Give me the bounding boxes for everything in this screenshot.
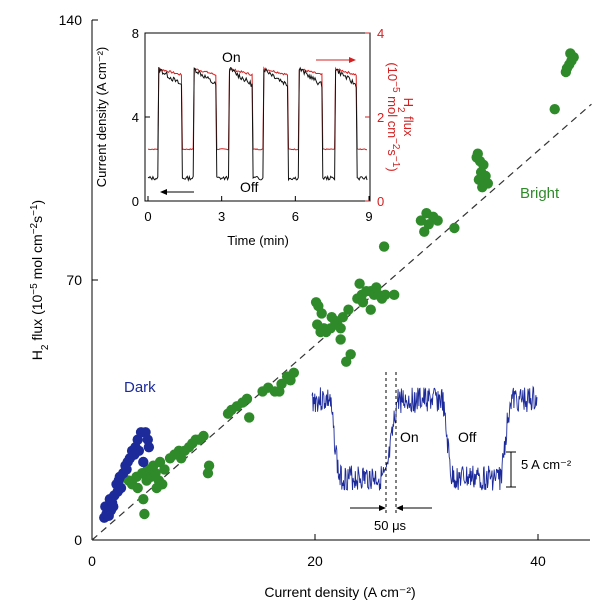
bright-point [159,464,170,475]
bright-point [343,304,354,315]
main-y-tick-label: 70 [66,272,82,288]
bright-point [378,241,390,252]
inset-x-tick-label: 6 [292,209,299,224]
main-y-label: H2 flux (10−5 mol cm−2s−1) [29,200,51,360]
bright-point [151,482,162,494]
dark-point [114,471,126,483]
bright-point [357,297,369,308]
scope-scale-label: 5 A cm⁻² [521,457,572,472]
bright-point [139,508,150,520]
inset-x-label: Time (min) [227,233,289,248]
bright-point [371,282,382,293]
inset-x-tick-label: 9 [365,209,372,224]
main-x-label: Current density (A cm⁻²) [264,584,415,600]
oscilloscope-inset [311,385,538,491]
bright-point [274,386,285,397]
bright-point [176,453,187,464]
inset-on-label: On [222,49,241,65]
bright-point [354,278,365,289]
bright-point [473,174,485,185]
dark-point [115,482,127,494]
inset-left-tick-label: 8 [132,26,139,41]
bright-point [568,51,579,63]
bright-point [482,178,494,189]
bright-point [561,63,573,74]
dark-point [107,501,119,512]
bright-point [326,311,337,323]
inset-left-y-label: Current density (A cm⁻²) [94,47,109,188]
bright-point [380,289,391,301]
inset-x-tick-label: 0 [144,209,151,224]
bright-point [345,349,356,360]
scope-time-label: 50 μs [374,518,407,533]
inset-left-tick-label: 0 [132,194,139,209]
inset-right-y-label-line1: H2 flux [396,98,417,137]
bright-point [335,323,346,334]
dark-point [121,464,132,475]
bright-point [388,289,400,301]
bright-point [202,467,214,479]
inset-right-tick-label: 4 [377,26,384,41]
inset-right-y-label-line2: (10−5 mol cm−2s−1) [385,62,402,171]
bright-point [549,103,560,115]
bright-point [432,215,443,226]
bright-point [335,334,346,345]
oscilloscope-trace [311,385,538,491]
bright-point [138,493,149,505]
inset-lines [147,66,368,182]
bright-point [198,430,209,442]
left-arrow [160,189,194,195]
scope-scale-bar [506,451,516,488]
current-density-line [147,66,368,182]
dark-annotation: Dark [124,379,156,396]
dark-point [143,441,155,453]
scope-on-label: On [400,429,419,445]
bright-point [285,375,296,386]
fit-line-path [91,103,592,541]
scope-off-label: Off [458,429,477,445]
main-x-tick-label: 40 [530,553,546,569]
bright-point [472,148,483,159]
fit-line [91,103,592,541]
main-x-tick-label: 0 [88,553,96,569]
inset-right-tick-label: 0 [377,194,384,209]
bright-point [244,412,255,423]
main-y-tick-label: 140 [59,12,83,28]
bright-point [337,311,349,323]
bright-annotation: Bright [520,185,560,202]
inset-off-label: Off [240,179,259,195]
scope-time-marker [350,372,432,516]
main-points [99,48,579,523]
inset-x-tick-label: 3 [218,209,225,224]
main-y-tick-label: 0 [74,532,82,548]
inset-left-tick-label: 4 [132,110,139,125]
bright-point [316,308,327,319]
inset-frame [144,32,371,202]
dark-point [133,445,145,457]
bright-point [449,222,460,234]
bright-point [419,226,430,237]
bright-point [132,482,143,494]
main-x-tick-label: 20 [307,553,323,569]
right-arrow [316,57,356,63]
h2-flux-line [147,66,368,151]
bright-point [365,304,376,315]
bright-point [241,393,253,405]
bright-point [315,326,326,338]
dark-point [138,456,149,468]
inset-right-tick-label: 2 [377,110,384,125]
bright-point [415,215,427,226]
